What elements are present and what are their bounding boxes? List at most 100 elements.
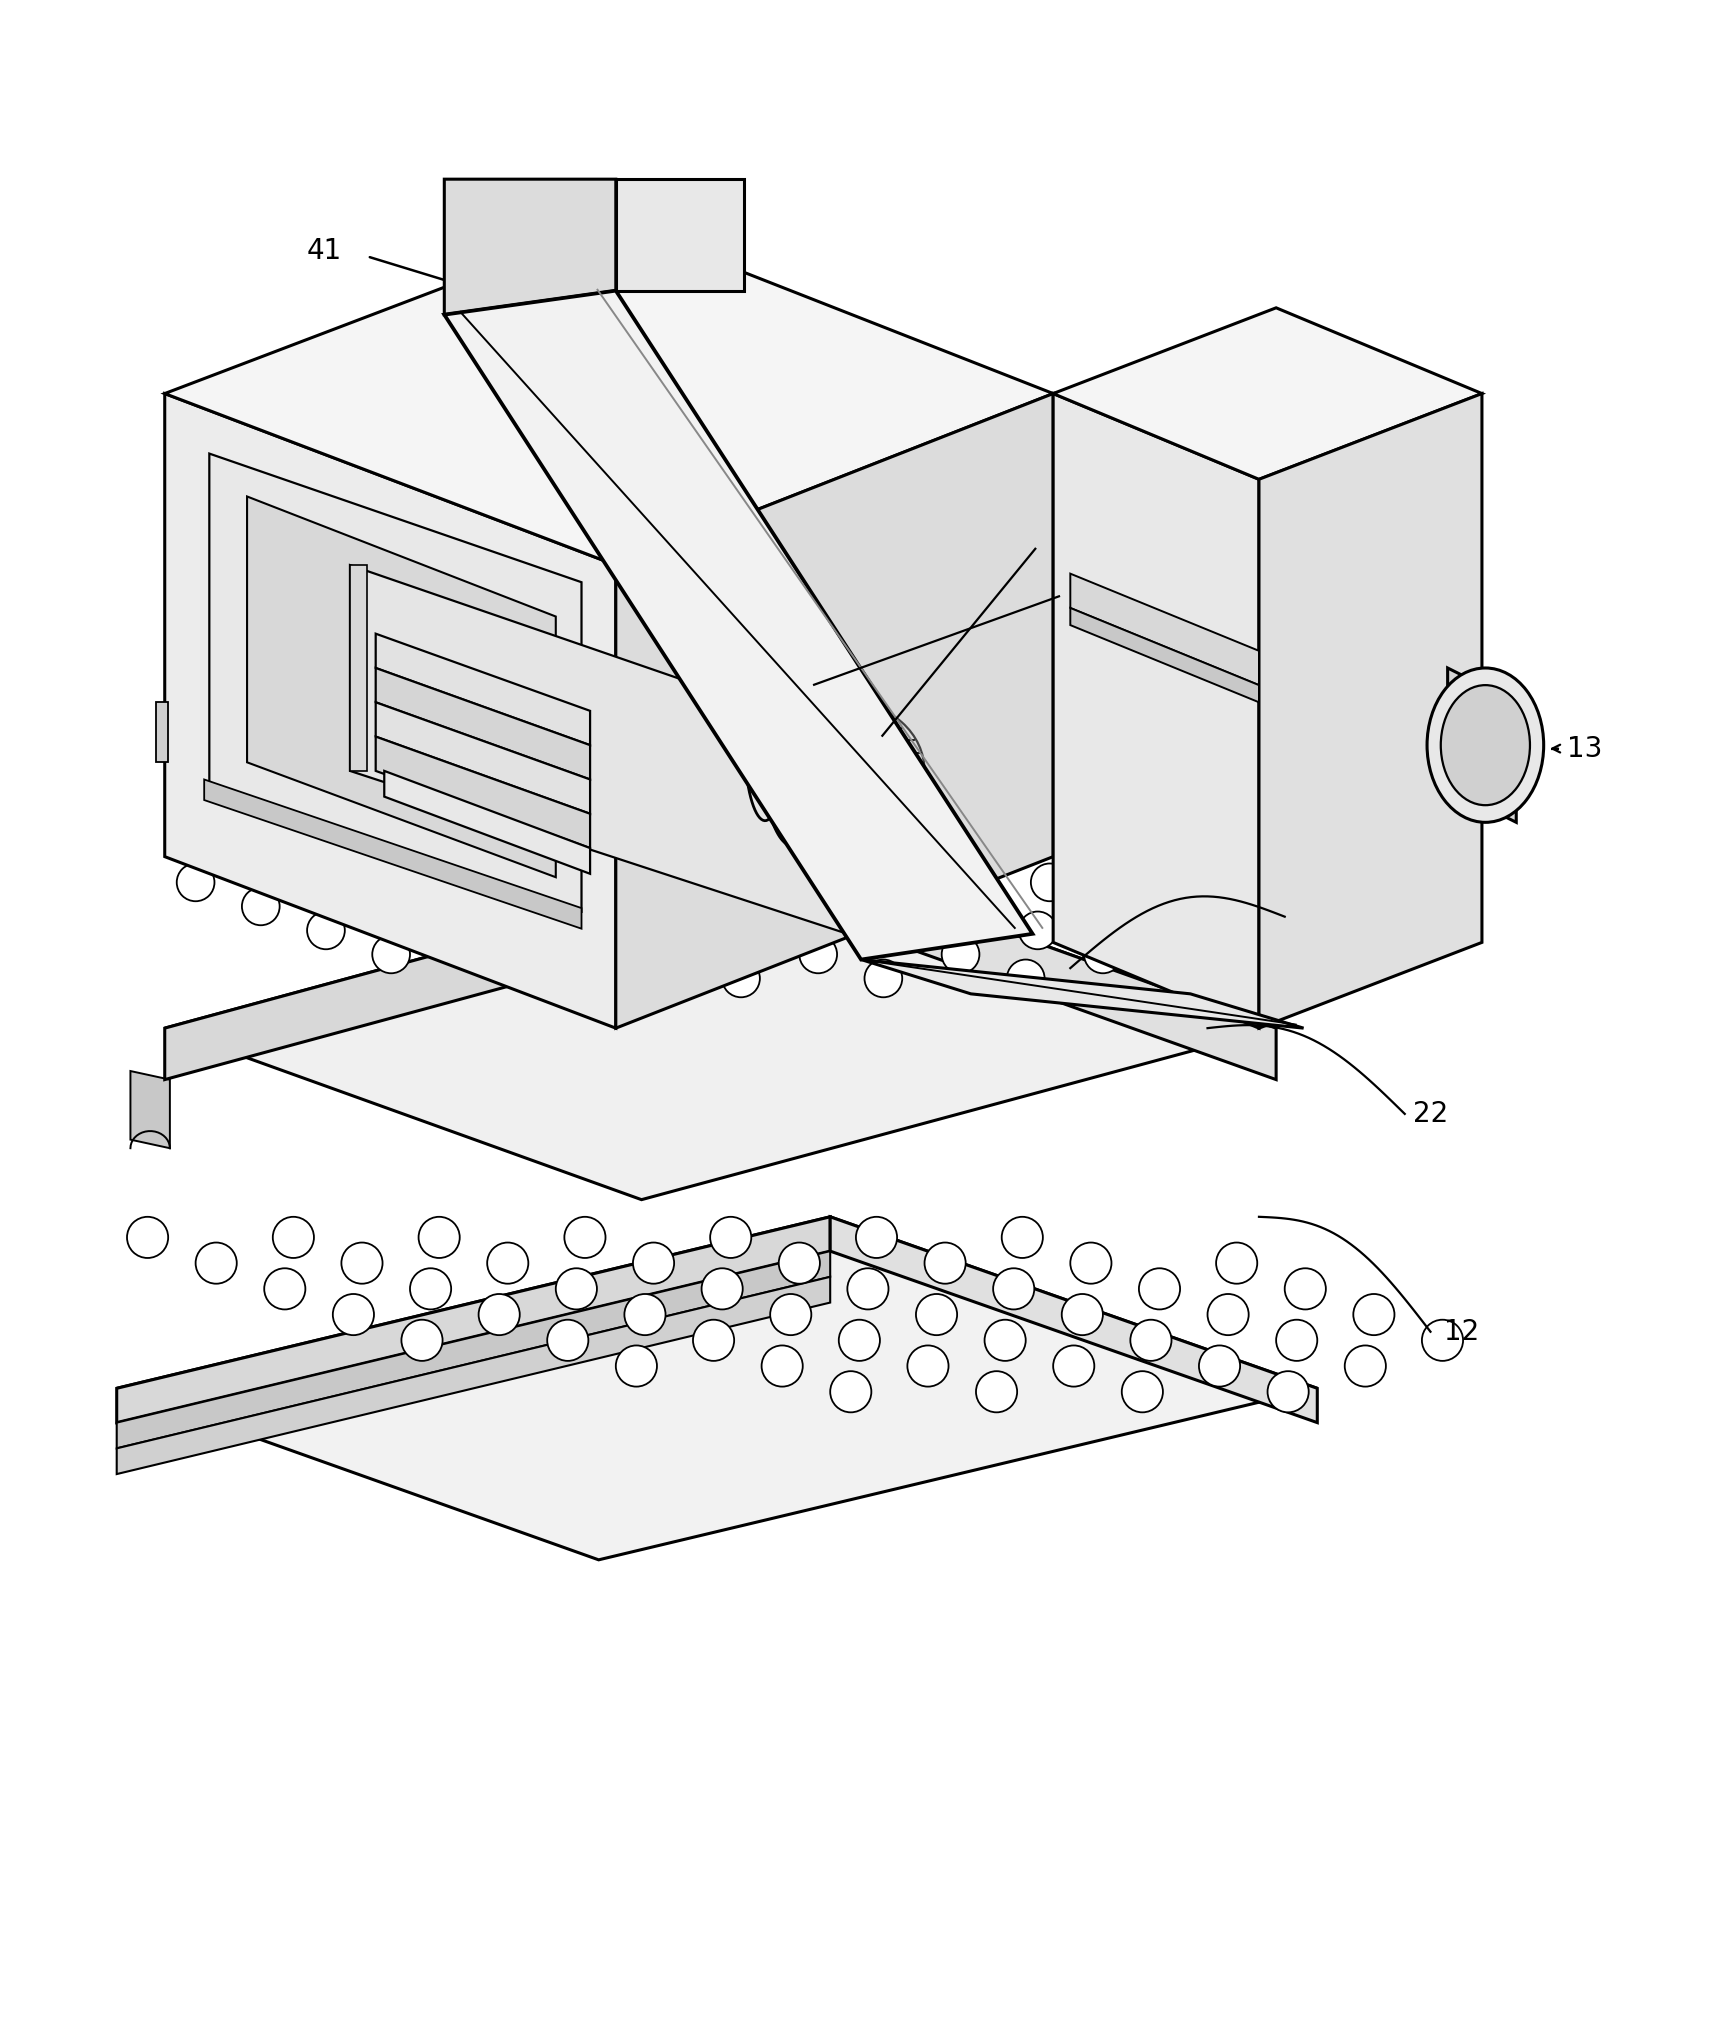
Circle shape — [1162, 912, 1198, 948]
Polygon shape — [795, 857, 1276, 1080]
Polygon shape — [349, 564, 847, 934]
Circle shape — [1122, 1371, 1164, 1411]
Circle shape — [273, 1217, 315, 1258]
Circle shape — [992, 1268, 1034, 1310]
Circle shape — [488, 1244, 529, 1284]
Circle shape — [603, 863, 641, 902]
Polygon shape — [156, 702, 168, 762]
Polygon shape — [130, 1072, 169, 1148]
Circle shape — [769, 1294, 811, 1335]
Circle shape — [401, 1320, 443, 1361]
Polygon shape — [1053, 307, 1482, 479]
Polygon shape — [118, 1276, 830, 1474]
Circle shape — [624, 1294, 666, 1335]
Circle shape — [527, 888, 564, 926]
Circle shape — [975, 1371, 1017, 1411]
Circle shape — [410, 1268, 451, 1310]
Circle shape — [1001, 1217, 1043, 1258]
Circle shape — [633, 1244, 674, 1284]
Polygon shape — [616, 394, 1053, 1027]
Circle shape — [418, 1217, 460, 1258]
Circle shape — [702, 1268, 743, 1310]
Circle shape — [1345, 1345, 1387, 1387]
Circle shape — [908, 1345, 949, 1387]
Circle shape — [242, 888, 280, 926]
Polygon shape — [164, 222, 1053, 564]
Circle shape — [555, 1268, 597, 1310]
Circle shape — [1421, 1320, 1463, 1361]
Polygon shape — [444, 180, 616, 315]
Polygon shape — [1070, 574, 1259, 685]
Ellipse shape — [1426, 667, 1544, 823]
Circle shape — [1053, 1345, 1094, 1387]
Text: 41: 41 — [306, 237, 342, 265]
Circle shape — [1267, 1371, 1309, 1411]
Text: 22: 22 — [1413, 1100, 1449, 1128]
Polygon shape — [209, 453, 581, 912]
Ellipse shape — [769, 702, 925, 839]
Circle shape — [1276, 1320, 1317, 1361]
Circle shape — [1174, 863, 1210, 902]
Circle shape — [761, 1345, 802, 1387]
Text: 43: 43 — [1044, 534, 1079, 562]
Circle shape — [1084, 936, 1122, 973]
Polygon shape — [349, 564, 367, 770]
Circle shape — [384, 888, 422, 926]
Circle shape — [1285, 1268, 1326, 1310]
Circle shape — [546, 1320, 588, 1361]
Circle shape — [479, 1294, 520, 1335]
Circle shape — [839, 1320, 880, 1361]
Circle shape — [1018, 912, 1056, 948]
Polygon shape — [375, 667, 590, 778]
Ellipse shape — [1440, 685, 1530, 805]
Polygon shape — [1259, 394, 1482, 1027]
Polygon shape — [247, 497, 555, 878]
Polygon shape — [1447, 667, 1516, 823]
Circle shape — [1139, 1268, 1181, 1310]
Circle shape — [877, 912, 915, 948]
Circle shape — [1006, 960, 1044, 997]
Polygon shape — [616, 180, 745, 291]
Polygon shape — [375, 633, 590, 746]
Circle shape — [1207, 1294, 1248, 1335]
Circle shape — [195, 1244, 237, 1284]
Polygon shape — [204, 778, 581, 928]
Circle shape — [864, 960, 903, 997]
Circle shape — [693, 1320, 735, 1361]
Polygon shape — [1070, 609, 1259, 702]
Circle shape — [925, 1244, 967, 1284]
Circle shape — [1215, 1244, 1257, 1284]
Polygon shape — [118, 1217, 830, 1423]
Circle shape — [735, 912, 771, 948]
Circle shape — [450, 912, 488, 948]
Circle shape — [1131, 1320, 1172, 1361]
Circle shape — [1070, 1244, 1112, 1284]
Text: 21: 21 — [1293, 902, 1328, 930]
Circle shape — [1030, 863, 1069, 902]
Circle shape — [811, 888, 849, 926]
Polygon shape — [164, 394, 616, 1027]
Polygon shape — [375, 702, 590, 813]
Circle shape — [1062, 1294, 1103, 1335]
Polygon shape — [164, 857, 795, 1080]
Polygon shape — [1053, 394, 1259, 1027]
Circle shape — [984, 1320, 1025, 1361]
Text: 12: 12 — [1444, 1318, 1478, 1347]
Polygon shape — [375, 736, 590, 847]
Circle shape — [176, 863, 214, 902]
Circle shape — [1354, 1294, 1395, 1335]
Circle shape — [942, 936, 979, 973]
Circle shape — [265, 1268, 306, 1310]
Polygon shape — [118, 1217, 1317, 1559]
Polygon shape — [444, 291, 1032, 960]
Text: 42: 42 — [1070, 586, 1105, 613]
Circle shape — [657, 936, 695, 973]
Circle shape — [579, 960, 617, 997]
Circle shape — [1198, 1345, 1240, 1387]
Circle shape — [462, 863, 500, 902]
Circle shape — [591, 912, 629, 948]
Circle shape — [778, 1244, 820, 1284]
Circle shape — [889, 863, 927, 902]
Polygon shape — [384, 770, 590, 874]
Polygon shape — [830, 1217, 1317, 1423]
